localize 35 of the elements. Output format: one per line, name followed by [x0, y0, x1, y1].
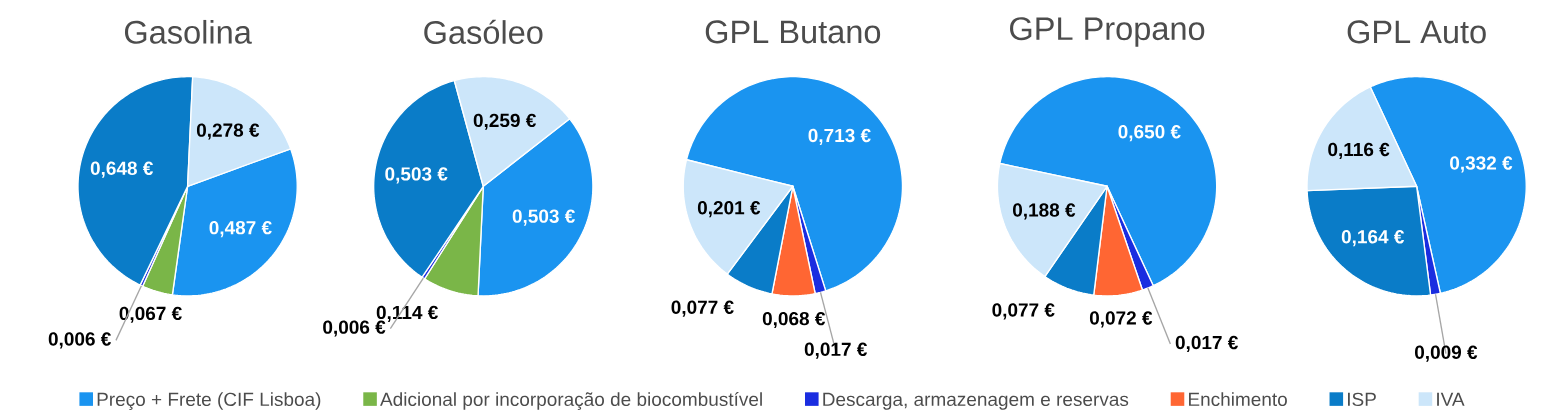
- data-label: 0,188 €: [1013, 203, 1076, 220]
- legend-label: Descarga, armazenagem e reservas: [823, 392, 1129, 410]
- data-label: 0,077 €: [992, 303, 1055, 320]
- data-label: 0,072 €: [1089, 311, 1153, 328]
- data-label: 0,650 €: [1118, 125, 1181, 142]
- data-label: 0,006 €: [48, 332, 111, 349]
- data-label: 0,259 €: [473, 113, 536, 130]
- data-label: 0,487 €: [209, 221, 272, 238]
- chart-title: GPL Propano: [1010, 17, 1205, 47]
- data-label: 0,006 €: [323, 320, 386, 337]
- legend-label: IVA: [1437, 392, 1465, 406]
- chart-title: Gasóleo: [424, 19, 543, 45]
- chart-title: GPL Auto: [1347, 20, 1486, 44]
- data-label: 0,017 €: [1175, 335, 1238, 353]
- data-label: 0,164 €: [1341, 230, 1405, 247]
- data-label: 0,332 €: [1450, 156, 1513, 173]
- data-label: 0,713 €: [808, 128, 871, 145]
- data-label: 0,503 €: [512, 209, 575, 226]
- data-label: 0,116 €: [1328, 142, 1390, 160]
- data-label: 0,077 €: [671, 300, 734, 317]
- data-label: 0,201 €: [697, 201, 761, 218]
- legend-label: Adicional por incorporação de biocombustível: [380, 391, 762, 410]
- data-label: 0,503 €: [385, 167, 448, 184]
- legend-label: ISP: [1348, 392, 1376, 407]
- chart-title: Gasolina: [124, 19, 252, 44]
- legend-label: Preço + Frete (CIF Lisboa): [97, 392, 321, 410]
- data-label: 0,648 €: [90, 161, 154, 178]
- data-label: 0,009 €: [1415, 345, 1478, 362]
- data-label: 0,068 €: [762, 311, 826, 329]
- data-label: 0,114 €: [376, 305, 438, 322]
- data-label: 0,067 €: [119, 306, 182, 323]
- legend-label: Enchimento: [1189, 392, 1287, 407]
- data-label: 0,278 €: [196, 123, 260, 140]
- chart-title: GPL Butano: [705, 20, 881, 44]
- data-label: 0,017 €: [804, 342, 868, 359]
